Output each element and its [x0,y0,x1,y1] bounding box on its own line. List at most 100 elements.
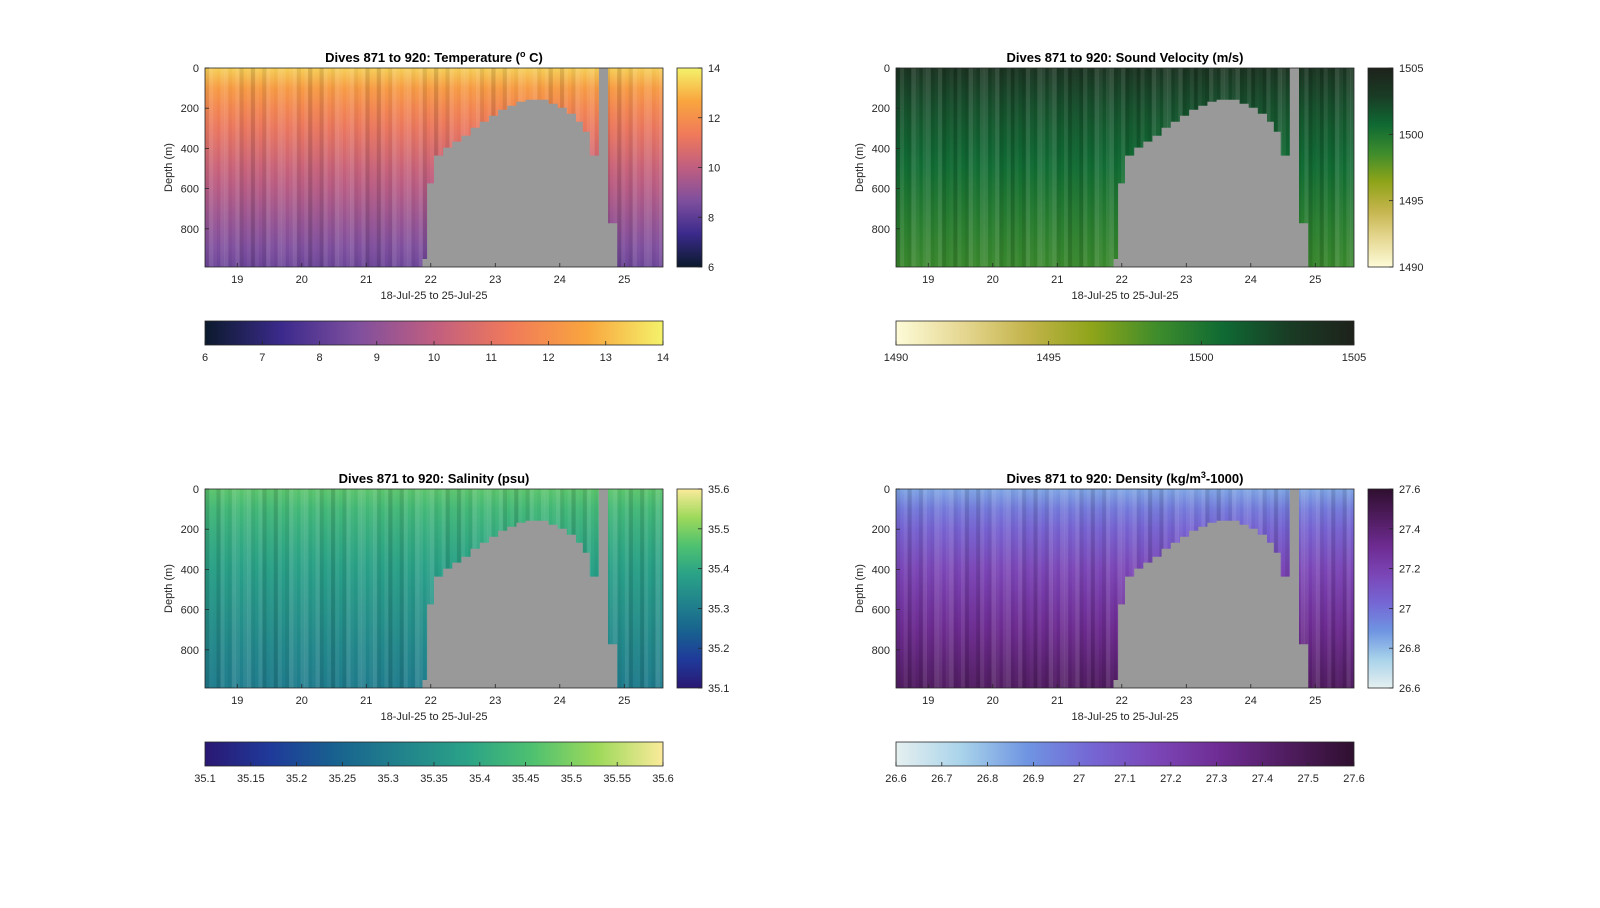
side-colorbar-label: 1505 [1399,63,1423,75]
heatmap-column [205,68,210,267]
heatmap-column [361,68,366,267]
heatmap-column [1075,68,1079,267]
heatmap-column [1121,489,1126,688]
y-tick-label: 800 [181,645,199,657]
heatmap-column [979,68,985,267]
heatmap-column [399,489,404,688]
y-tick-label: 0 [884,484,890,496]
heatmap-column [246,68,252,267]
bottom-colorbar-label: 27.6 [1343,773,1364,785]
side-colorbar-label: 35.3 [708,603,729,615]
heatmap-column [621,489,625,688]
heatmap-column [1304,489,1309,688]
panel-2: Dives 871 to 920: Sound Velocity (m/s) 0 2… [854,50,1423,364]
heatmap-column [995,489,1000,688]
heatmap-column [976,68,980,267]
heatmap-column [1083,68,1088,267]
heatmap-column [907,68,912,267]
heatmap-column [1335,489,1339,688]
heatmap-column [643,489,649,688]
y-axis-label: Depth (m) [854,564,866,613]
heatmap-column [1014,68,1019,267]
no-data-region [896,489,1354,688]
bottom-colorbar-label: 13 [600,352,612,364]
heatmap-column [613,68,618,267]
x-tick-label: 24 [554,695,566,707]
heatmap-column [208,68,214,267]
heatmap-column [960,489,966,688]
y-tick-label: 200 [181,103,199,115]
side-colorbar [676,488,703,689]
heatmap-column [1079,489,1084,688]
heatmap-column [632,68,637,267]
heatmap-column [1033,489,1038,688]
heatmap-column [1033,68,1037,267]
y-axis-label: Depth (m) [163,143,175,192]
y-tick-label: 200 [872,103,890,115]
heatmap-column [308,68,313,267]
heatmap-column [904,68,908,267]
heatmap-column [430,489,435,688]
bottom-colorbar-label: 35.6 [652,773,673,785]
panel-1: Dives 871 to 920: Temperature (o C) 0 200 4… [163,49,720,364]
x-tick-label: 21 [360,274,372,286]
y-tick-label: 0 [884,63,890,75]
heatmap-column [220,68,225,267]
axes-box [204,67,664,268]
side-colorbar-label: 27.4 [1399,524,1420,536]
x-tick-label: 20 [987,274,999,286]
heatmap-column [411,489,415,688]
heatmap-column [430,68,435,267]
heatmap-column [274,68,278,267]
heatmap-column [1094,489,1099,688]
heatmap-column [315,489,320,688]
heatmap-column [1010,68,1015,267]
x-tick-label: 22 [425,274,437,286]
heatmap-column [1090,68,1095,267]
heatmap-column [1304,68,1309,267]
y-tick-label: 800 [181,224,199,236]
heatmap-column [1327,489,1332,688]
heatmap-column [418,489,424,688]
heatmap-column [224,68,229,267]
heatmap-column [342,489,347,688]
side-colorbar-label: 1500 [1399,129,1423,141]
heatmap-column [327,489,332,688]
heatmap-column [323,68,328,267]
heatmap-column [930,68,934,267]
heatmap-column [624,489,630,688]
heatmap-column [304,489,309,688]
y-axis-label: Depth (m) [163,564,175,613]
heatmap-column [422,68,427,267]
heatmap-column [384,489,389,688]
side-colorbar-label: 12 [708,113,720,125]
x-tick-label: 20 [296,274,308,286]
bottom-colorbar-label: 27.2 [1160,773,1181,785]
heatmap-column [1098,489,1102,688]
bottom-colorbar-label: 35.55 [603,773,631,785]
y-tick-label: 800 [872,224,890,236]
heatmap-column [945,489,950,688]
heatmap-column [1044,489,1050,688]
heatmap-column [964,68,970,267]
heatmap-column [926,68,931,267]
heatmap-column [1319,68,1324,267]
heatmap-column [266,68,271,267]
heatmap-column [392,489,396,688]
heatmap-column [403,489,408,688]
heatmap-column [1346,68,1351,267]
heatmap-column [899,68,905,267]
heatmap-column [1316,68,1320,267]
heatmap-column [365,68,370,267]
heatmap-column [609,489,614,688]
heatmap-column [919,68,923,267]
heatmap-column [297,489,301,688]
heatmap-column [957,68,962,267]
heatmap-column [979,489,985,688]
heatmap-column [1334,68,1340,267]
heatmap-column [988,68,992,267]
side-colorbar-label: 10 [708,163,720,175]
heatmap-column [1323,68,1328,267]
x-axis-label: 18-Jul-25 to 25-Jul-25 [380,290,487,302]
bottom-colorbar-label: 27.1 [1114,773,1135,785]
